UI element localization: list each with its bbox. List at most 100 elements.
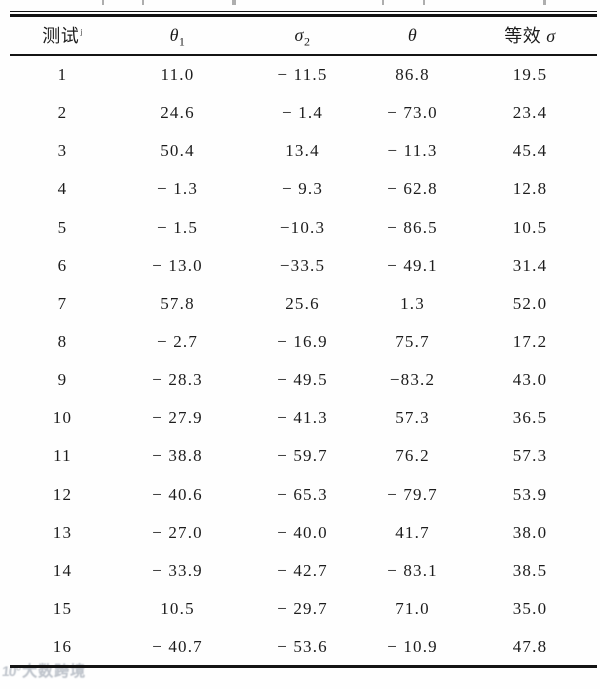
table-cell-equivalent-sigma: 47.8 bbox=[512, 637, 548, 657]
table-row: 15 10.5 − 29.7 71.0 35.0 bbox=[10, 590, 600, 628]
table-row: 9 − 28.3 − 49.5 −83.2 43.0 bbox=[10, 361, 600, 399]
table-cell-theta: − 79.7 bbox=[387, 484, 438, 504]
table-cell-theta1: − 40.7 bbox=[152, 637, 203, 657]
table-top-rule-thin bbox=[10, 11, 597, 13]
table-row: 16 − 40.7 − 53.6 − 10.9 47.8 bbox=[10, 628, 600, 666]
table-cell-test-number: 12 bbox=[52, 484, 73, 504]
table-cell-equivalent-sigma: 45.4 bbox=[512, 141, 548, 161]
table-cell-sigma2: − 65.3 bbox=[277, 484, 328, 504]
table-cell-sigma2: 25.6 bbox=[285, 293, 320, 313]
cut-off-text-fragment bbox=[232, 0, 236, 5]
scan-artifact-mark: ʲ bbox=[80, 26, 83, 41]
table-row: 5 − 1.5 −10.3 − 86.5 10.5 bbox=[10, 209, 600, 247]
table-cell-theta: − 49.1 bbox=[387, 255, 438, 275]
table-cell-test-number: 10 bbox=[52, 408, 73, 428]
table-cell-sigma2: − 53.6 bbox=[277, 637, 328, 657]
watermark: 10° 大数跨境 bbox=[1, 660, 86, 681]
table-row: 8 − 2.7 − 16.9 75.7 17.2 bbox=[10, 323, 600, 361]
column-header-label: σ bbox=[546, 26, 556, 46]
table-cell-theta: 75.7 bbox=[395, 332, 430, 352]
table-cell-equivalent-sigma: 57.3 bbox=[512, 446, 548, 466]
table-cell-theta: 86.8 bbox=[395, 65, 430, 85]
table-cell-sigma2: − 9.3 bbox=[281, 179, 324, 199]
table-cell-theta1: − 1.3 bbox=[156, 179, 199, 199]
table-cell-test-number: 5 bbox=[57, 217, 68, 237]
table-cell-theta1: 24.6 bbox=[160, 103, 195, 123]
table-cell-equivalent-sigma: 12.8 bbox=[512, 179, 548, 199]
table-cell-equivalent-sigma: 19.5 bbox=[512, 65, 548, 85]
table-cell-test-number: 13 bbox=[52, 522, 73, 542]
cut-off-text-fragment bbox=[102, 0, 104, 5]
table-cell-theta: − 83.1 bbox=[387, 560, 438, 580]
table-cell-sigma2: − 29.7 bbox=[277, 599, 328, 619]
table-cell-sigma2: −33.5 bbox=[279, 255, 326, 275]
table-header-row: 测试ʲ θ1 σ2 θ 等效 σ bbox=[10, 17, 600, 53]
cut-off-text-fragment bbox=[543, 0, 546, 5]
column-header-test: 测试ʲ bbox=[10, 22, 115, 48]
table-cell-equivalent-sigma: 36.5 bbox=[512, 408, 548, 428]
table-cell-test-number: 16 bbox=[52, 637, 73, 657]
table-cell-theta: 41.7 bbox=[395, 522, 430, 542]
table-cell-test-number: 7 bbox=[57, 293, 68, 313]
table-cell-theta: 57.3 bbox=[395, 408, 430, 428]
table-cell-equivalent-sigma: 23.4 bbox=[512, 103, 548, 123]
table-cell-test-number: 1 bbox=[57, 65, 68, 85]
table-cell-sigma2: −10.3 bbox=[279, 217, 326, 237]
table-header-separator bbox=[10, 54, 597, 56]
table-cell-theta1: − 1.5 bbox=[156, 217, 199, 237]
column-header-label: 等效 bbox=[504, 26, 547, 46]
table-cell-theta1: − 28.3 bbox=[152, 370, 203, 390]
table-cell-test-number: 9 bbox=[57, 370, 68, 390]
table-cell-sigma2: − 16.9 bbox=[277, 332, 328, 352]
table-cell-sigma2: − 41.3 bbox=[277, 408, 328, 428]
table-cell-theta: − 10.9 bbox=[387, 637, 438, 657]
table-cell-theta1: − 13.0 bbox=[152, 255, 203, 275]
table-cell-theta1: − 27.0 bbox=[152, 522, 203, 542]
table-row: 13 − 27.0 − 40.0 41.7 38.0 bbox=[10, 514, 600, 552]
column-header-subscript: 2 bbox=[303, 34, 311, 49]
table-top-rule-thick bbox=[10, 14, 597, 17]
table-cell-equivalent-sigma: 17.2 bbox=[512, 332, 548, 352]
table-cell-equivalent-sigma: 38.5 bbox=[512, 560, 548, 580]
table-cell-theta1: − 38.8 bbox=[152, 446, 203, 466]
table-cell-test-number: 14 bbox=[52, 560, 73, 580]
table-cell-theta: 76.2 bbox=[395, 446, 430, 466]
table-row: 1 11.0 − 11.5 86.8 19.5 bbox=[10, 56, 600, 94]
table-cell-theta1: 50.4 bbox=[160, 141, 195, 161]
cut-off-text-fragment bbox=[423, 0, 425, 5]
table-cell-test-number: 8 bbox=[57, 332, 68, 352]
table-bottom-rule bbox=[10, 665, 597, 668]
table-cell-sigma2: − 59.7 bbox=[277, 446, 328, 466]
table-cell-theta: −83.2 bbox=[389, 370, 436, 390]
table-row: 4 − 1.3 − 9.3 − 62.8 12.8 bbox=[10, 170, 600, 208]
table-cell-test-number: 4 bbox=[57, 179, 68, 199]
table-cell-sigma2: − 40.0 bbox=[277, 522, 328, 542]
table-cell-equivalent-sigma: 35.0 bbox=[512, 599, 548, 619]
table-cell-test-number: 11 bbox=[53, 446, 72, 466]
table-row: 11 − 38.8 − 59.7 76.2 57.3 bbox=[10, 437, 600, 475]
table-row: 3 50.4 13.4 − 11.3 45.4 bbox=[10, 132, 600, 170]
table-cell-theta1: 11.0 bbox=[160, 65, 195, 85]
table-cell-test-number: 6 bbox=[57, 255, 68, 275]
table-cell-theta1: − 33.9 bbox=[152, 560, 203, 580]
table-cell-theta1: − 2.7 bbox=[156, 332, 199, 352]
table-cell-equivalent-sigma: 10.5 bbox=[512, 217, 548, 237]
table-row: 14 − 33.9 − 42.7 − 83.1 38.5 bbox=[10, 552, 600, 590]
table-cell-test-number: 3 bbox=[57, 141, 68, 161]
table-cell-sigma2: − 49.5 bbox=[277, 370, 328, 390]
table-cell-theta: − 73.0 bbox=[387, 103, 438, 123]
table-row: 2 24.6 − 1.4 − 73.0 23.4 bbox=[10, 94, 600, 132]
table-cell-sigma2: 13.4 bbox=[285, 141, 320, 161]
table-cell-theta: 71.0 bbox=[395, 599, 430, 619]
table-cell-theta: − 86.5 bbox=[387, 217, 438, 237]
column-header-equivalent-sigma: 等效 σ bbox=[460, 22, 600, 48]
table-cell-sigma2: − 1.4 bbox=[281, 103, 324, 123]
column-header-subscript: 1 bbox=[178, 34, 186, 49]
table-cell-theta1: − 40.6 bbox=[152, 484, 203, 504]
table-cell-theta1: 57.8 bbox=[160, 293, 195, 313]
column-header-label: 测试 bbox=[42, 26, 80, 46]
table-cell-test-number: 15 bbox=[52, 599, 73, 619]
column-header-label: σ bbox=[294, 24, 304, 45]
column-header-label: θ bbox=[169, 24, 179, 45]
